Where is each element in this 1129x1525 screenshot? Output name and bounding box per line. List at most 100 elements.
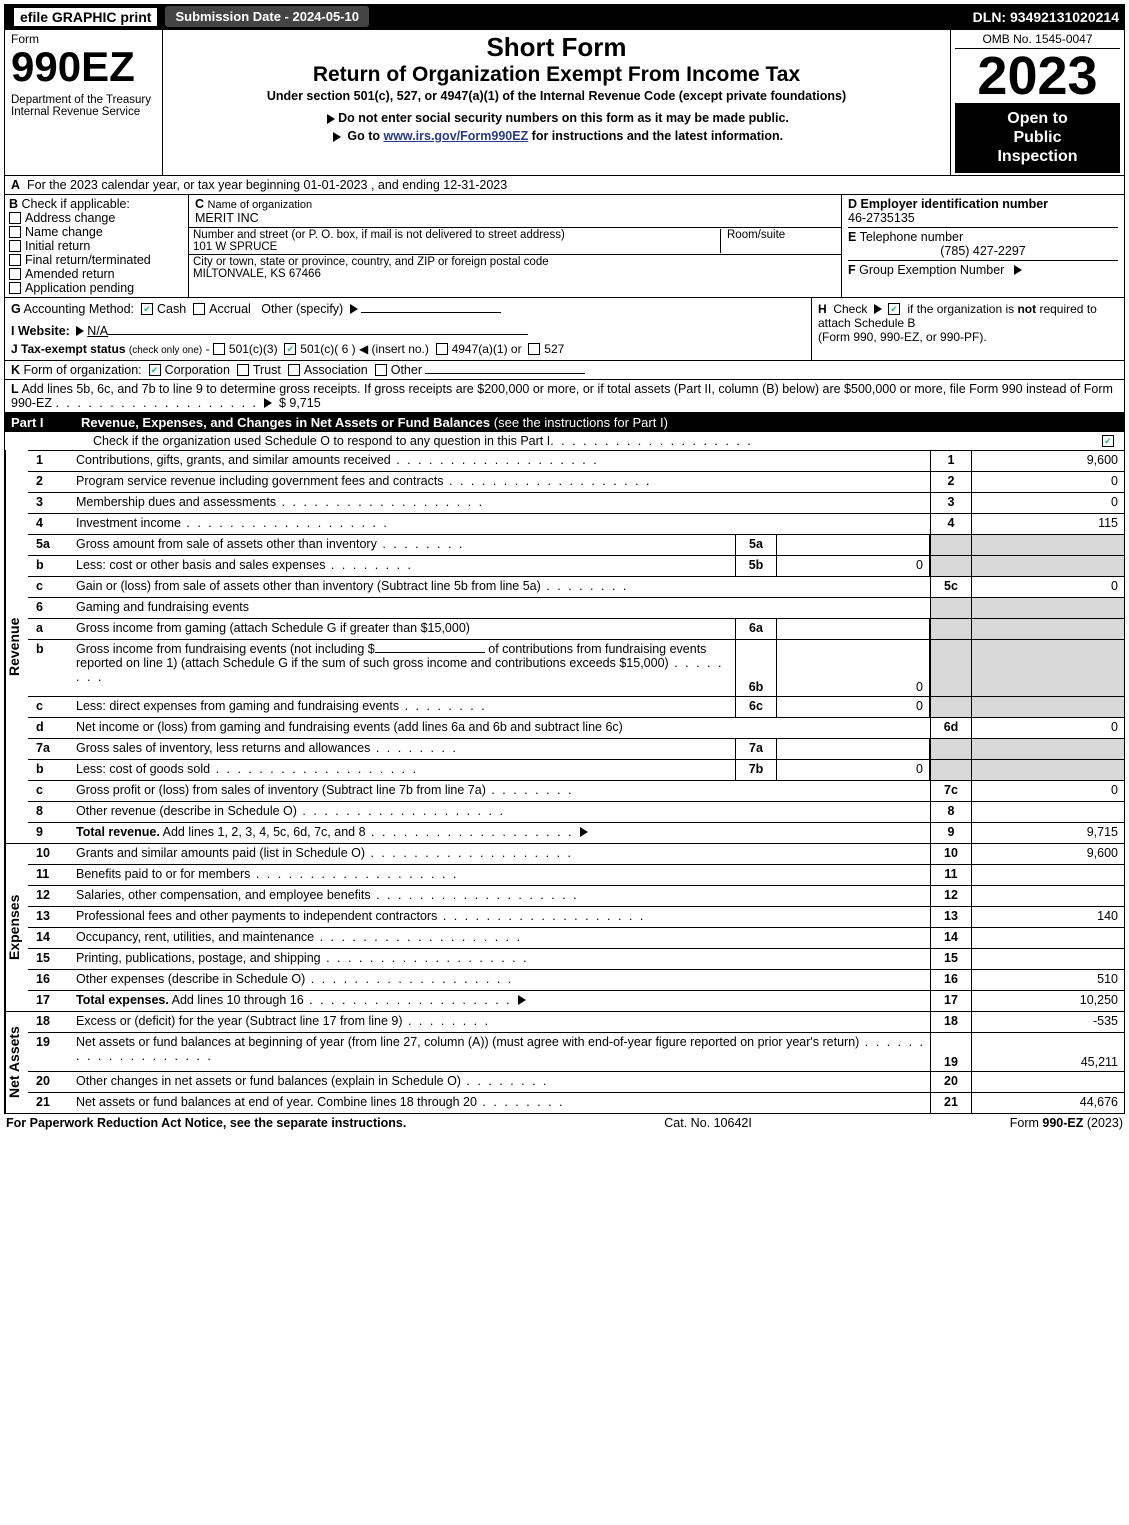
line-12: 12Salaries, other compensation, and empl… [28, 885, 1124, 906]
b-opt[interactable]: Application pending [9, 281, 184, 295]
e-label: Telephone number [860, 230, 964, 244]
open-l3: Inspection [959, 147, 1116, 166]
header-left: Form 990EZ Department of the Treasury In… [5, 30, 163, 175]
line-19: 19Net assets or fund balances at beginni… [28, 1032, 1124, 1071]
netassets-block: Net Assets 18Excess or (deficit) for the… [5, 1011, 1124, 1113]
pointer-icon [874, 304, 882, 314]
col-b: B Check if applicable: Address change Na… [5, 195, 189, 297]
open-l1: Open to [959, 109, 1116, 128]
i-block: I Website: N/A [11, 324, 805, 338]
side-netassets: Net Assets [5, 1012, 28, 1113]
line-4: 4Investment income4115 [28, 513, 1124, 534]
gh-row: G Accounting Method: ✔Cash Accrual Other… [5, 297, 1124, 360]
checkbox-icon[interactable]: ✔ [149, 364, 161, 376]
j-label: Tax-exempt status [21, 342, 125, 356]
line-5a: 5aGross amount from sale of assets other… [28, 534, 1124, 555]
b-opt[interactable]: Final return/terminated [9, 253, 184, 267]
part1-hint: (see the instructions for Part I) [494, 415, 668, 430]
line-5b: bLess: cost or other basis and sales exp… [28, 555, 1124, 576]
form-number: 990EZ [11, 46, 156, 88]
pointer-icon [327, 114, 335, 124]
pointer-icon [1014, 265, 1022, 275]
f-block: F Group Exemption Number [848, 260, 1118, 277]
footer-mid: Cat. No. 10642I [664, 1116, 752, 1130]
l-row: L Add lines 5b, 6c, and 7b to line 9 to … [5, 379, 1124, 412]
checkbox-icon[interactable]: ✔ [284, 343, 296, 355]
footer-left: For Paperwork Reduction Act Notice, see … [6, 1116, 406, 1130]
checkbox-icon[interactable]: ✔ [888, 303, 900, 315]
line-3: 3Membership dues and assessments30 [28, 492, 1124, 513]
org-name: MERIT INC [195, 211, 259, 225]
open-to-public: Open to Public Inspection [955, 103, 1120, 173]
c-addr-label: Number and street (or P. O. box, if mail… [193, 229, 565, 241]
c-addr-row: Number and street (or P. O. box, if mail… [189, 227, 841, 254]
room-suite-label: Room/suite [720, 229, 837, 253]
line-11: 11Benefits paid to or for members11 [28, 864, 1124, 885]
b-opt[interactable]: Initial return [9, 239, 184, 253]
checkbox-icon[interactable] [528, 343, 540, 355]
goto-pre: Go to [347, 129, 383, 143]
g-block: G Accounting Method: ✔Cash Accrual Other… [5, 298, 811, 360]
col-c: C Name of organization MERIT INC Number … [189, 195, 842, 297]
line-7b: bLess: cost of goods sold7b0 [28, 759, 1124, 780]
j-block: J Tax-exempt status (check only one) - 5… [11, 342, 805, 356]
warn-text: Do not enter social security numbers on … [338, 111, 789, 125]
line-6a: aGross income from gaming (attach Schedu… [28, 618, 1124, 639]
d-label: Employer identification number [861, 197, 1049, 211]
line-6d: dNet income or (loss) from gaming and fu… [28, 717, 1124, 738]
goto-post: for instructions and the latest informat… [528, 129, 783, 143]
pointer-icon [76, 326, 84, 336]
b-opt[interactable]: Address change [9, 211, 184, 225]
line-1: 1Contributions, gifts, grants, and simil… [28, 450, 1124, 471]
line-6: 6Gaming and fundraising events [28, 597, 1124, 618]
line-20: 20Other changes in net assets or fund ba… [28, 1071, 1124, 1092]
part1-label: Part I [11, 415, 71, 430]
checkbox-icon[interactable] [213, 343, 225, 355]
checkbox-icon[interactable] [288, 364, 300, 376]
b-opt[interactable]: Name change [9, 225, 184, 239]
goto-link[interactable]: www.irs.gov/Form990EZ [383, 129, 528, 143]
dept-treasury: Department of the Treasury [11, 94, 156, 106]
part1-check-text: Check if the organization used Schedule … [93, 434, 550, 448]
title-short-form: Short Form [169, 32, 944, 63]
side-revenue: Revenue [5, 450, 28, 843]
line-7c: cGross profit or (loss) from sales of in… [28, 780, 1124, 801]
b-opt[interactable]: Amended return [9, 267, 184, 281]
form-container: Form 990EZ Department of the Treasury In… [4, 29, 1125, 1114]
row-a-text: For the 2023 calendar year, or tax year … [27, 178, 507, 192]
c-city-label: City or town, state or province, country… [193, 256, 549, 268]
header-right: OMB No. 1545-0047 2023 Open to Public In… [951, 30, 1124, 175]
bcd-block: B Check if applicable: Address change Na… [5, 194, 1124, 297]
footer: For Paperwork Reduction Act Notice, see … [4, 1114, 1125, 1132]
checkbox-icon[interactable]: ✔ [141, 303, 153, 315]
checkbox-icon[interactable] [237, 364, 249, 376]
c-city-row: City or town, state or province, country… [189, 254, 841, 281]
tax-year: 2023 [955, 49, 1120, 103]
line-6c: cLess: direct expenses from gaming and f… [28, 696, 1124, 717]
line-15: 15Printing, publications, postage, and s… [28, 948, 1124, 969]
e-block: E Telephone number (785) 427-2297 [848, 227, 1118, 258]
side-expenses: Expenses [5, 844, 28, 1011]
efile-label[interactable]: efile GRAPHIC print [14, 8, 157, 26]
line-8: 8Other revenue (describe in Schedule O)8 [28, 801, 1124, 822]
g-label: Accounting Method: [24, 302, 135, 316]
subtitle: Under section 501(c), 527, or 4947(a)(1)… [169, 89, 944, 103]
line-21: 21Net assets or fund balances at end of … [28, 1092, 1124, 1113]
submission-date[interactable]: Submission Date - 2024-05-10 [165, 6, 369, 27]
open-l2: Public [959, 128, 1116, 147]
b-label: Check if applicable: [22, 197, 130, 211]
title-return: Return of Organization Exempt From Incom… [169, 63, 944, 87]
line-14: 14Occupancy, rent, utilities, and mainte… [28, 927, 1124, 948]
checkbox-icon[interactable] [193, 303, 205, 315]
line-18: 18Excess or (deficit) for the year (Subt… [28, 1012, 1124, 1032]
goto-row: Go to www.irs.gov/Form990EZ for instruct… [169, 129, 944, 143]
org-address: 101 W SPRUCE [193, 241, 277, 253]
pointer-icon [350, 304, 358, 314]
checkbox-icon[interactable] [375, 364, 387, 376]
phone-value: (785) 427-2297 [848, 244, 1118, 258]
checkbox-icon[interactable]: ✔ [1102, 435, 1114, 447]
checkbox-icon[interactable] [436, 343, 448, 355]
part1-title: Revenue, Expenses, and Changes in Net As… [81, 415, 490, 430]
f-label: Group Exemption Number [859, 263, 1004, 277]
org-city: MILTONVALE, KS 67466 [193, 268, 321, 280]
